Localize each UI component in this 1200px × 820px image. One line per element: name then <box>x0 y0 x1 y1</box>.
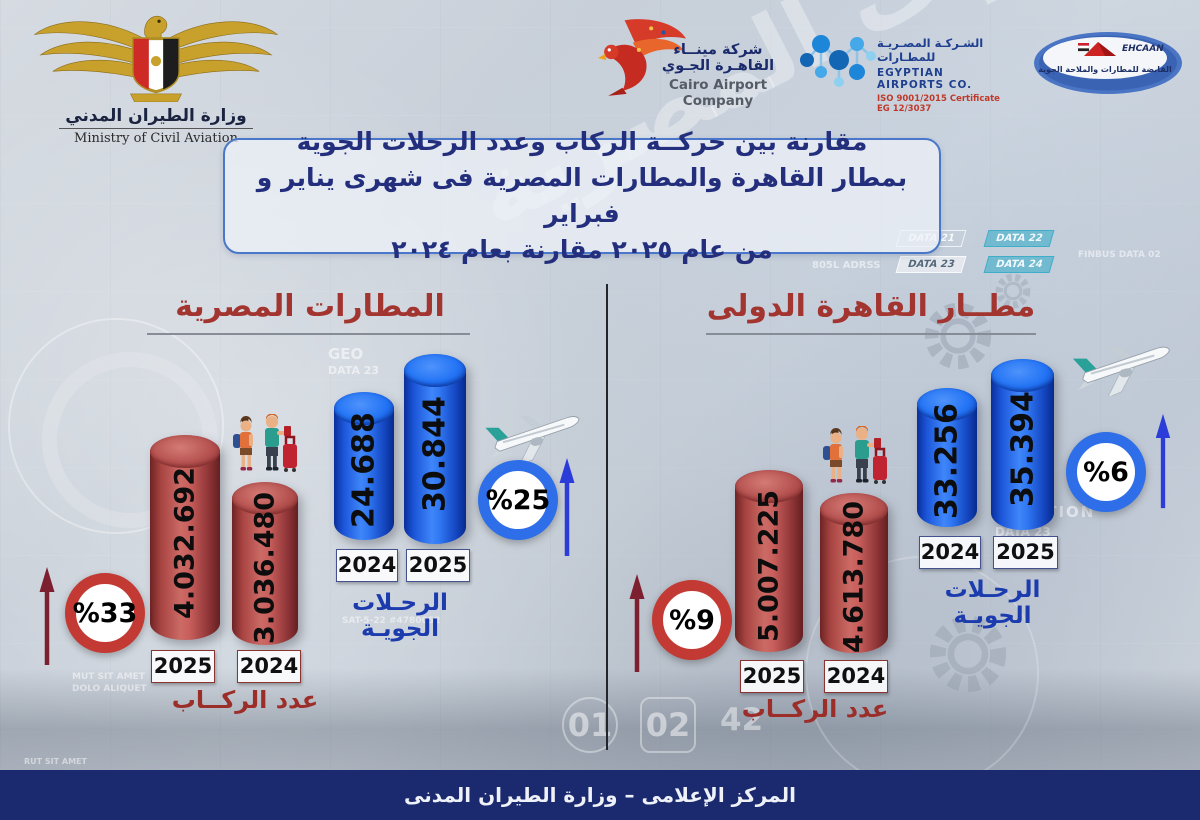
passengers-label: عدد الركــاب <box>741 695 889 723</box>
bar-value: 30.844 <box>417 395 453 512</box>
eagle-wings-icon <box>34 15 278 103</box>
bar-cai-passengers-2024: 4.613.780 <box>820 493 888 653</box>
section-title-cairo-airport: مطــار القاهرة الدولى <box>706 289 1036 324</box>
bar-value: 4.613.780 <box>838 501 870 654</box>
cylinder-top <box>150 435 220 468</box>
egyptian-airports-iso: ISO 9001/2015 Certificate EG 12/3037 <box>877 94 1000 114</box>
bar-value: 35.394 <box>1005 391 1040 507</box>
egyptian-airports-text: الشـركـة المصـريـة للمطـارات EGYPTIAN AI… <box>877 36 1009 114</box>
airplane-icon <box>485 415 580 464</box>
ehcaan-name-ar: القابضة للمطارات والملاحة الجوية <box>1038 65 1172 74</box>
flights-change-badge: %6 <box>1066 432 1146 512</box>
bar-egy-flights-2025: 30.844 <box>404 354 466 544</box>
egyptian-airports-name-en: EGYPTIAN AIRPORTS CO. <box>877 67 973 91</box>
section-title-egyptian-airports: المطارات المصرية <box>175 289 445 324</box>
ministry-name-ar: وزارة الطيران المدني <box>65 106 247 126</box>
decor-label: DOLO ALIQUET <box>72 684 147 694</box>
section-divider <box>606 284 608 750</box>
section-title-underline <box>706 333 1036 335</box>
title-box: مقارنة بين حركــة الركاب وعدد الرحلات ال… <box>223 127 941 264</box>
travelers-icon <box>233 414 297 472</box>
molecule-icon <box>800 35 876 87</box>
decor-chip: DATA 24 <box>983 256 1055 273</box>
bar-value: 33.256 <box>929 403 965 520</box>
title-line-3: من عام ٢٠٢٥ مقارنة بعام ٢٠٢٤ <box>391 235 773 264</box>
ehcaan-name-en: EHCAAN <box>1122 44 1164 54</box>
title-line-1: مقارنة بين حركــة الركاب وعدد الرحلات ال… <box>296 127 868 156</box>
flights-change-badge: %25 <box>478 460 558 540</box>
bar-cai-passengers-2025: 5.007.225 <box>735 470 803 652</box>
year-label: 2024 <box>237 650 301 683</box>
decor-label: GEO <box>328 345 364 363</box>
cylinder-top <box>334 392 394 425</box>
year-label: 2025 <box>406 549 470 582</box>
footer-bar: المركز الإعلامى – وزارة الطيران المدنى <box>0 770 1200 820</box>
up-arrow-icon <box>39 567 55 665</box>
gear-icon <box>924 302 992 370</box>
title-line-2: بمطار القاهرة والمطارات المصرية فى شهرى … <box>256 163 908 228</box>
year-label: 2024 <box>824 660 888 693</box>
up-arrow-icon <box>559 458 575 556</box>
bar-value: 3.036.480 <box>249 491 281 644</box>
cylinder-top <box>404 354 466 387</box>
decor-circle <box>8 318 224 534</box>
decor-number: 01 <box>562 697 618 753</box>
decor-label: RUT SIT AMET <box>24 757 87 766</box>
decor-label: SAT-5-22 #4780052 <box>342 616 441 626</box>
bar-egy-passengers-2024: 3.036.480 <box>232 482 298 645</box>
ehcaan-emblem-icon: EHCAAN القابضة للمطارات والملاحة الجوية <box>1034 32 1182 94</box>
decor-label: 805L ADRSS <box>812 260 881 271</box>
cairo-airport-name-ar: شركة مينــاء القاهـرة الجـوي <box>661 42 775 74</box>
falcon-icon <box>598 19 686 96</box>
decor-number: 42 <box>720 702 764 738</box>
footer-text: المركز الإعلامى – وزارة الطيران المدنى <box>404 783 796 807</box>
bar-egy-passengers-2025: 4.032.692 <box>150 435 220 640</box>
travelers-icon <box>823 426 887 484</box>
egyptian-airports-logo <box>795 28 877 96</box>
ministry-logo: وزارة الطيران المدني Ministry of Civil A… <box>28 8 284 146</box>
passengers-label: عدد الركــاب <box>171 686 319 714</box>
cairo-airport-company-text: شركة مينــاء القاهـرة الجـوي Cairo Airpo… <box>648 42 788 109</box>
decor-label: FINBUS DATA 02 <box>1078 250 1161 260</box>
flights-label: الرحـلات الجويـة <box>352 590 448 642</box>
year-label: 2025 <box>740 660 804 693</box>
bar-value: 5.007.225 <box>753 489 785 642</box>
airplane-icon <box>1072 346 1170 396</box>
section-title-underline <box>147 333 470 335</box>
passengers-change-badge: %9 <box>652 580 732 660</box>
ehcaan-logo: EHCAAN القابضة للمطارات والملاحة الجوية <box>1032 30 1184 100</box>
cairo-airport-company-logo <box>598 16 688 100</box>
year-label: 2024 <box>919 536 981 569</box>
cylinder-top <box>917 388 977 421</box>
passengers-change-badge: %33 <box>65 573 145 653</box>
bar-cai-flights-2024: 33.256 <box>917 388 977 527</box>
up-arrow-icon <box>629 574 645 672</box>
gear-icon <box>929 615 1007 693</box>
bar-value: 24.688 <box>346 412 382 528</box>
flights-label: الرحـلات الجويـة <box>944 577 1041 629</box>
decor-label: DATA 23 <box>328 364 380 377</box>
decor-number: 02 <box>640 697 696 753</box>
cylinder-top <box>991 359 1054 392</box>
egyptian-airports-name-ar: الشـركـة المصـريـة للمطـارات <box>877 36 984 64</box>
year-label: 2024 <box>336 549 398 582</box>
year-label: 2025 <box>993 536 1058 569</box>
bar-egy-flights-2024: 24.688 <box>334 392 394 540</box>
ministry-name-en: Ministry of Civil Aviation <box>58 128 254 146</box>
gear-icon <box>995 273 1031 309</box>
cylinder-top <box>735 470 803 503</box>
bar-cai-flights-2025: 35.394 <box>991 359 1054 530</box>
decor-label: MUT SIT AMET <box>72 672 145 682</box>
up-arrow-icon <box>1155 413 1171 509</box>
year-label: 2025 <box>151 650 215 683</box>
cairo-airport-name-en: Cairo Airport Company <box>668 77 768 109</box>
cylinder-top <box>820 493 888 526</box>
decor-chip: DATA 22 <box>983 230 1055 247</box>
bar-value: 4.032.692 <box>169 466 201 619</box>
cylinder-top <box>232 482 298 515</box>
